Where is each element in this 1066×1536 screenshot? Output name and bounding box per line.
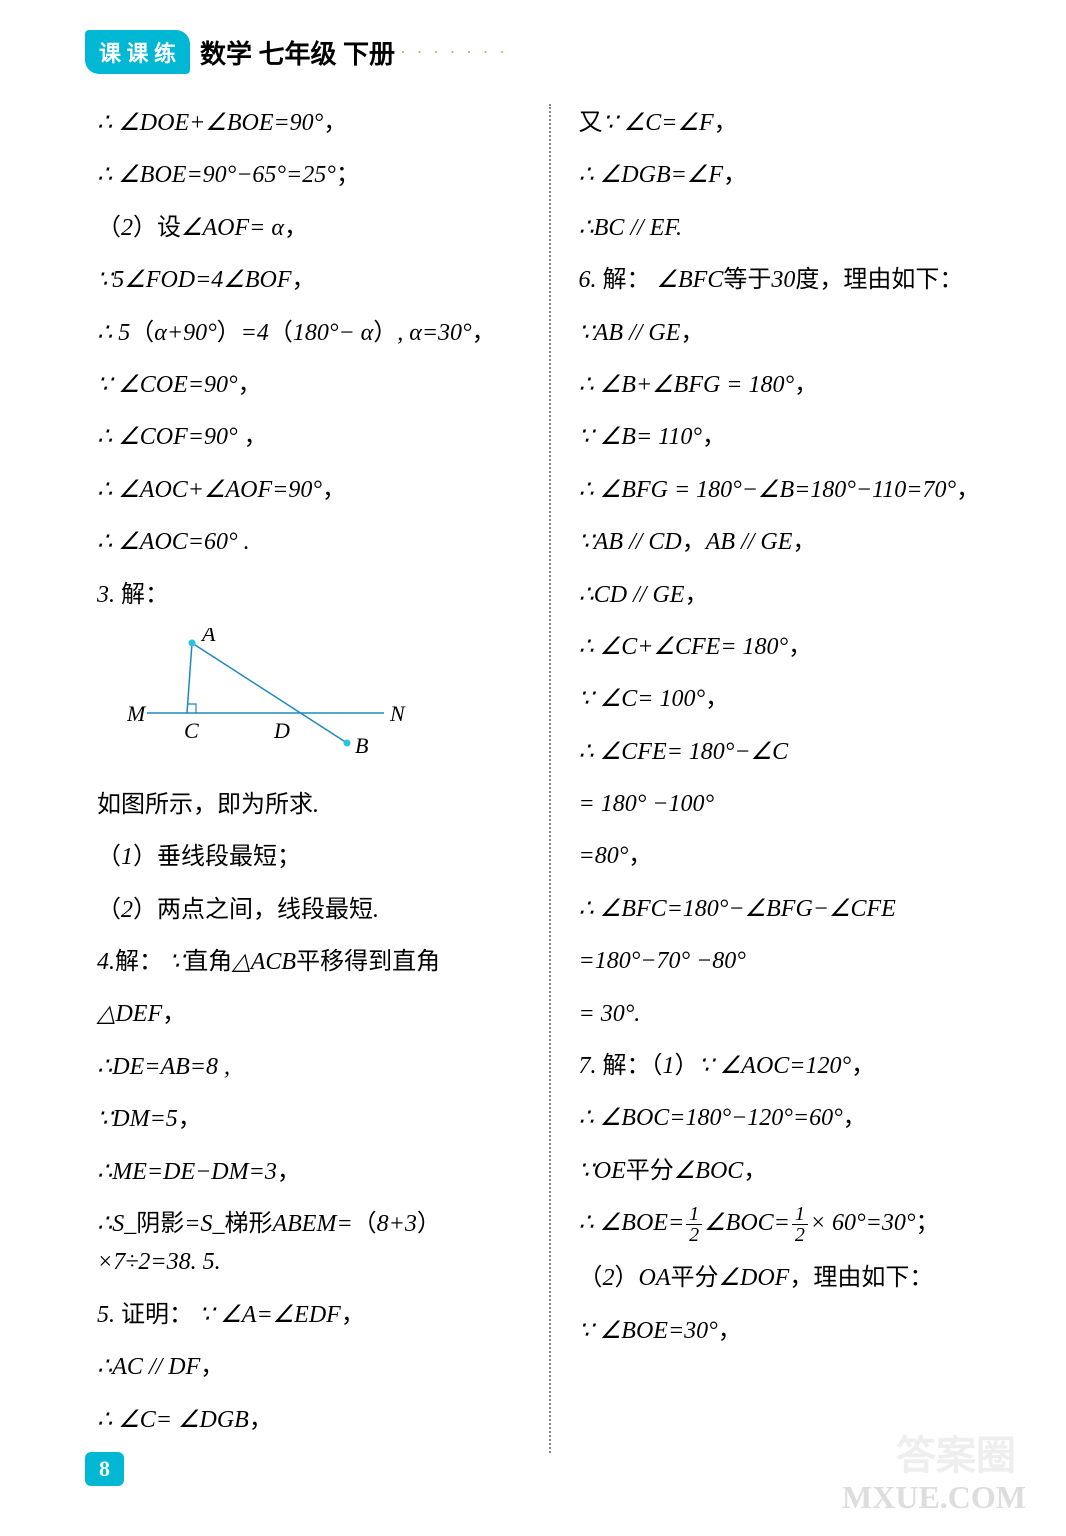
svg-text:C: C [184,718,199,743]
watermark-large: 答案圈 [896,1423,1016,1481]
svg-text:N: N [389,701,406,726]
text-line: △DEF， [97,995,529,1033]
text-line: ∴ ∠AOC+∠AOF=90°， [97,471,529,509]
watermark-small: MXUE.COM [842,1479,1026,1516]
left-column: ∴ ∠DOE+∠BOE=90°， ∴ ∠BOE=90°−65°=25°； （2）设∠… [85,104,551,1453]
text-line: ∵ ∠BOE=30°， [579,1312,1005,1350]
text-line: ∴ ∠COF=90° ， [97,418,529,456]
text-line: ∴S_阴影=S_梯形ABEM=（8+3）×7÷2=38. 5. [97,1205,529,1282]
text-line: ∴ ∠BOE=12∠BOC=12× 60°=30°； [579,1204,1005,1245]
geometry-diagram: A B C D M N [127,628,529,768]
text-line: ∴ ∠BOE=90°−65°=25°； [97,156,529,194]
text-line: =180°−70° −80° [579,942,1005,980]
text-line: 7. 解：（1）∵ ∠AOC=120°， [579,1047,1005,1085]
content-area: ∴ ∠DOE+∠BOE=90°， ∴ ∠BOE=90°−65°=25°； （2）设∠… [0,94,1066,1453]
text-line: ∴BC // EF. [579,209,1005,247]
text-line: ∵OE平分∠BOC， [579,1152,1005,1190]
text-line: ∴AC // DF， [97,1348,529,1386]
text-line: 6. 解： ∠BFC等于30度，理由如下： [579,261,1005,299]
header-badge: 课 课 练 [85,30,190,74]
svg-text:A: A [200,628,216,646]
text-line: ∵ ∠B= 110°， [579,418,1005,456]
text-line: 3. 解： [97,576,529,614]
text-line: ∴ ∠BFC=180°−∠BFG−∠CFE [579,890,1005,928]
text-line: ∴ ∠DOE+∠BOE=90°， [97,104,529,142]
text-line: ∵AB // CD，AB // GE， [579,523,1005,561]
text-line: （2）两点之间，线段最短. [97,891,529,929]
text-line: ∴ ∠CFE= 180°−∠C [579,733,1005,771]
text-line: ∵DM=5， [97,1100,529,1138]
text-line: ∵AB // GE， [579,314,1005,352]
text-line: （2）设∠AOF= α， [97,209,529,247]
text-line: ∴ ∠C= ∠DGB， [97,1401,529,1439]
text-line: （2）OA平分∠DOF，理由如下： [579,1259,1005,1297]
text-line: 如图所示，即为所求. [97,786,529,824]
text-line: ∴ 5（α+90°）=4（180°− α）, α=30°， [97,314,529,352]
right-column: 又∵ ∠C=∠F， ∴ ∠DGB=∠F， ∴BC // EF. 6. 解： ∠BF… [551,104,1017,1453]
page-header: 课 课 练 数学 七年级 下册 · · · · · · · [0,0,1066,94]
header-title: 数学 七年级 下册 [200,34,395,71]
header-dots: · · · · · · · [400,42,508,63]
text-line: ∵ ∠COE=90°， [97,366,529,404]
text-line: ∴CD // GE， [579,576,1005,614]
text-line: 5. 证明： ∵ ∠A=∠EDF， [97,1296,529,1334]
text-line: ∴ ∠BFG = 180°−∠B=180°−110=70°， [579,471,1005,509]
text-line: 4.解： ∵直角△ACB平移得到直角 [97,943,529,981]
text-line: = 30°. [579,995,1005,1033]
svg-text:B: B [355,733,368,758]
text-line: ∴ME=DE−DM=3， [97,1153,529,1191]
text-line: ∴ ∠DGB=∠F， [579,156,1005,194]
svg-text:M: M [127,701,147,726]
text-line: ∴ ∠AOC=60° . [97,523,529,561]
text-line: =80°， [579,837,1005,875]
svg-text:D: D [273,718,290,743]
text-line: ∴ ∠C+∠CFE= 180°， [579,628,1005,666]
text-line: ∴DE=AB=8 , [97,1048,529,1086]
text-line: = 180° −100° [579,785,1005,823]
text-line: （1）垂线段最短； [97,838,529,876]
page-number: 8 [85,1452,124,1486]
text-line: ∵5∠FOD=4∠BOF， [97,261,529,299]
text-line: ∴ ∠B+∠BFG = 180°， [579,366,1005,404]
text-line: ∵ ∠C= 100°， [579,680,1005,718]
text-line: 又∵ ∠C=∠F， [579,104,1005,142]
text-line: ∴ ∠BOC=180°−120°=60°， [579,1099,1005,1137]
